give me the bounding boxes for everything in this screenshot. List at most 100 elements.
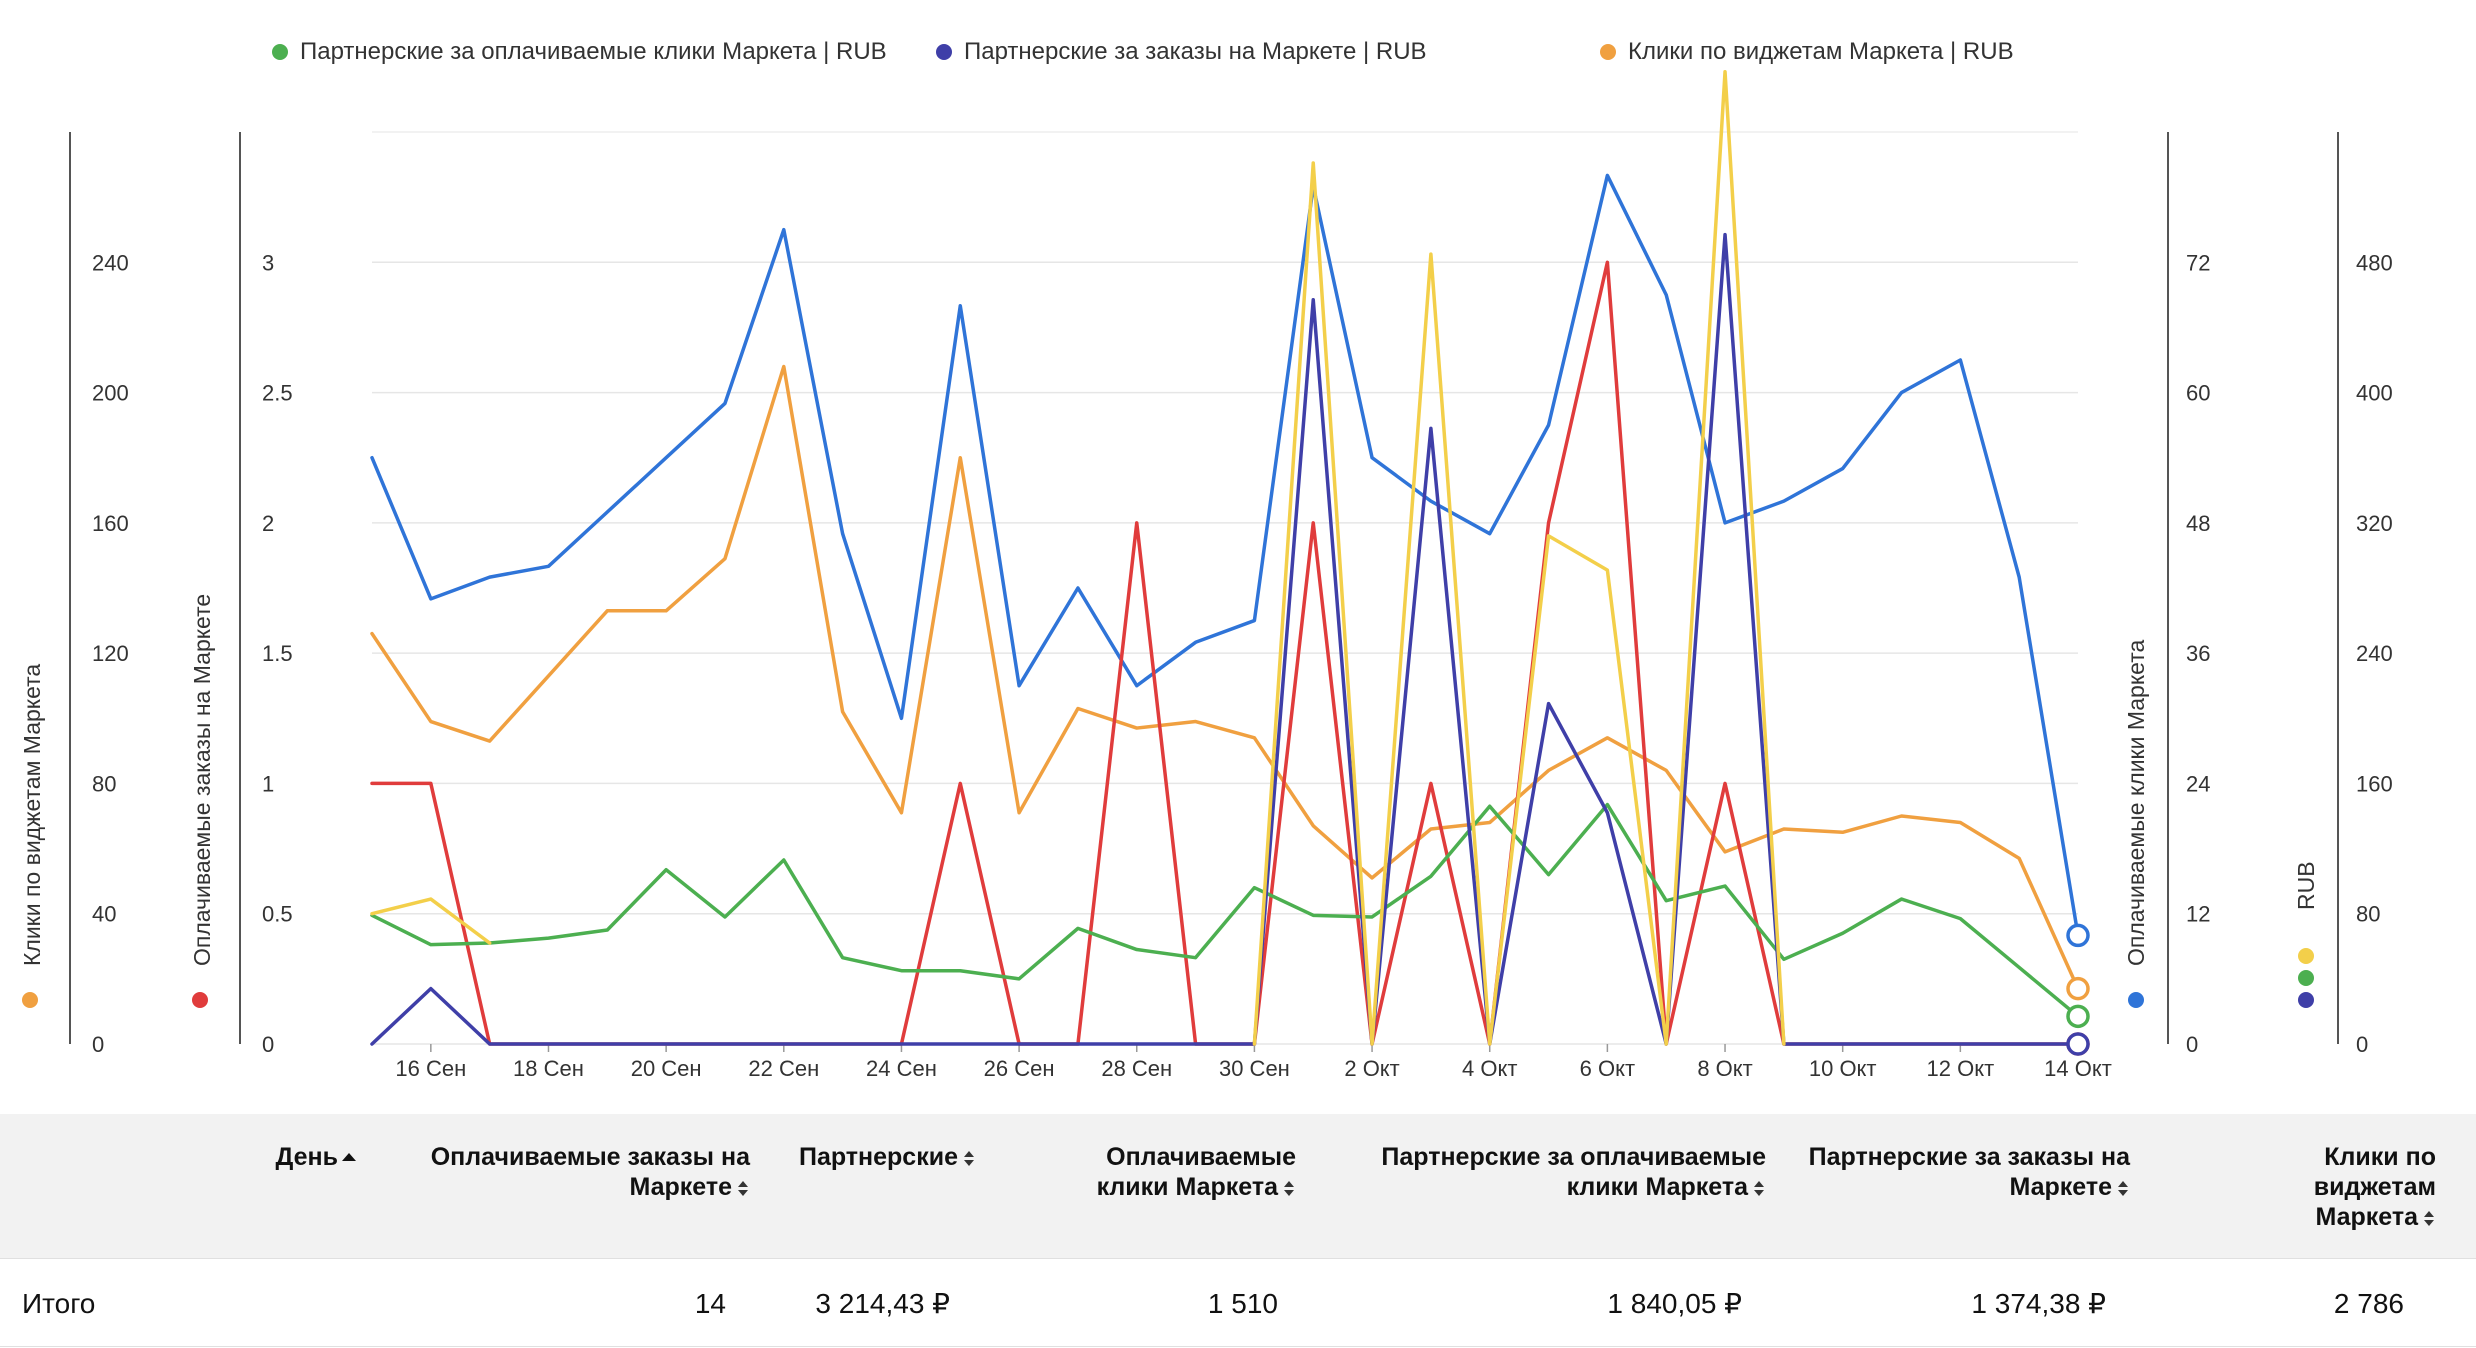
sort-asc-icon: [342, 1142, 356, 1172]
axis-series-dot-icon: [2298, 970, 2314, 986]
series-end-point: [2066, 976, 2090, 1001]
column-header-partner[interactable]: Партнерские: [756, 1142, 976, 1172]
axis-tick-label: 240: [92, 250, 129, 275]
x-tick-label: 18 Сен: [513, 1056, 584, 1081]
axis-tick-label: 60: [2186, 381, 2210, 406]
axis-tick-label: 3: [262, 250, 274, 275]
axis-tick-label: 480: [2356, 250, 2393, 275]
axis-tick-label: 400: [2356, 381, 2393, 406]
x-tick-label: 6 Окт: [1580, 1056, 1635, 1081]
x-tick-label: 22 Сен: [748, 1056, 819, 1081]
sort-icon: [1754, 1172, 1766, 1202]
column-header-label: День: [275, 1143, 339, 1171]
axis-tick-label: 160: [2356, 771, 2393, 796]
column-header-label: Оплачиваемые клики Маркета: [1096, 1143, 1296, 1201]
legend-dot-icon: [1600, 44, 1616, 60]
axis-tick-label: 80: [2356, 902, 2380, 927]
legend-dot-icon: [936, 44, 952, 60]
axis-tick-label: 0: [2356, 1032, 2368, 1057]
axis-tick-label: 2.5: [262, 381, 293, 406]
axis-series-dot-icon: [2298, 948, 2314, 964]
column-header-label: Партнерские за оплачиваемые клики Маркет…: [1381, 1143, 1766, 1201]
series-end-point: [2066, 923, 2090, 948]
totals-partner-orders: 1 374,38 ₽: [1971, 1288, 2106, 1319]
x-tick-label: 10 Окт: [1809, 1056, 1877, 1081]
column-header-paid-orders[interactable]: Оплачиваемые заказы на Маркете: [410, 1142, 750, 1202]
sort-icon: [964, 1142, 976, 1172]
column-header-partner-clicks[interactable]: Партнерские за оплачиваемые клики Маркет…: [1336, 1142, 1766, 1202]
series-line: [370, 897, 492, 945]
totals-row: Итого 14 3 214,43 ₽ 1 510 1 840,05 ₽ 1 3…: [0, 1260, 2476, 1347]
legend-label: Партнерские за оплачиваемые клики Маркет…: [300, 38, 887, 65]
series-end-point: [2066, 1032, 2090, 1056]
totals-paid-orders: 14: [694, 1288, 726, 1319]
axis-tick-label: 24: [2186, 771, 2210, 796]
x-tick-label: 26 Сен: [984, 1056, 1055, 1081]
axis-series-dot-icon: [192, 992, 208, 1008]
x-tick-label: 24 Сен: [866, 1056, 937, 1081]
axis-tick-label: 0: [92, 1032, 104, 1057]
legend-dot-icon: [272, 44, 288, 60]
column-header-paid-clicks[interactable]: Оплачиваемые клики Маркета: [1056, 1142, 1296, 1202]
legend-item-widget-clicks[interactable]: Клики по виджетам Маркета | RUB: [1600, 38, 2014, 66]
x-tick-label: 8 Окт: [1697, 1056, 1752, 1081]
axis-tick-label: 40: [92, 902, 116, 927]
chart-legend: Партнерские за оплачиваемые клики Маркет…: [0, 38, 2476, 68]
axis-tick-label: 200: [92, 381, 129, 406]
x-tick-label: 4 Окт: [1462, 1056, 1517, 1081]
axis-series-dot-icon: [2128, 992, 2144, 1008]
axis-tick-label: 0.5: [262, 902, 293, 927]
axis-tick-label: 48: [2186, 511, 2210, 536]
x-tick-label: 20 Сен: [631, 1056, 702, 1081]
sort-icon: [1284, 1172, 1296, 1202]
axis-series-dot-icon: [22, 992, 38, 1008]
axis-tick-label: 36: [2186, 641, 2210, 666]
legend-label: Партнерские за заказы на Маркете | RUB: [964, 38, 1427, 65]
column-header-label: Партнерские: [798, 1143, 958, 1171]
series-line: [370, 802, 2080, 1019]
axis-title: Оплачиваемые клики Маркета: [2123, 640, 2149, 966]
totals-widget-clicks: 2 786: [2333, 1288, 2404, 1319]
axis-tick-label: 1.5: [262, 641, 293, 666]
column-header-partner-orders[interactable]: Партнерские за заказы на Маркете: [1790, 1142, 2130, 1202]
series-line: [1252, 69, 1786, 1046]
axis-tick-label: 12: [2186, 902, 2210, 927]
axis-tick-label: 80: [92, 771, 116, 796]
totals-label: Итого: [22, 1288, 96, 1319]
axis-title: RUB: [2293, 861, 2319, 910]
totals-partner: 3 214,43 ₽: [815, 1288, 950, 1319]
axis-tick-label: 72: [2186, 250, 2210, 275]
series-line: [370, 364, 2080, 991]
x-tick-label: 16 Сен: [395, 1056, 466, 1081]
axis-tick-label: 320: [2356, 511, 2393, 536]
totals-paid-clicks: 1 510: [1207, 1288, 1278, 1319]
axis-title: Оплачиваемые заказы на Маркете: [189, 594, 215, 966]
sort-icon: [2118, 1172, 2130, 1202]
sort-icon: [2424, 1202, 2436, 1232]
axis-tick-label: 0: [2186, 1032, 2198, 1057]
legend-item-partner-clicks[interactable]: Партнерские за оплачиваемые клики Маркет…: [272, 38, 887, 66]
series-end-point: [2066, 1004, 2090, 1029]
x-tick-label: 2 Окт: [1344, 1056, 1399, 1081]
column-header-day[interactable]: День: [156, 1142, 356, 1172]
axis-tick-label: 240: [2356, 641, 2393, 666]
axis-series-dot-icon: [2298, 992, 2314, 1008]
totals-partner-clicks: 1 840,05 ₽: [1607, 1288, 1742, 1319]
sort-icon: [738, 1172, 750, 1202]
axis-tick-label: 120: [92, 641, 129, 666]
axis-tick-label: 0: [262, 1032, 274, 1057]
x-tick-label: 14 Окт: [2044, 1056, 2112, 1081]
chart-area: 0 40 80 120 160 200 240 Клики по виджетам Марке…: [0, 38, 2476, 1081]
legend-item-partner-orders[interactable]: Партнерские за заказы на Маркете | RUB: [936, 38, 1427, 66]
x-tick-label: 30 Сен: [1219, 1056, 1290, 1081]
axis-tick-label: 1: [262, 771, 274, 796]
table-header: День Оплачиваемые заказы на Маркете Парт…: [0, 1114, 2476, 1259]
column-header-widget-clicks[interactable]: Клики по виджетам Маркета: [2266, 1142, 2436, 1232]
x-tick-label: 28 Сен: [1101, 1056, 1172, 1081]
axis-title: Клики по виджетам Маркета: [19, 664, 45, 966]
x-tick-label: 12 Окт: [1927, 1056, 1995, 1081]
column-header-label: Партнерские за заказы на Маркете: [1808, 1143, 2130, 1201]
series-line: [370, 232, 2080, 1046]
series-line: [370, 173, 2080, 938]
